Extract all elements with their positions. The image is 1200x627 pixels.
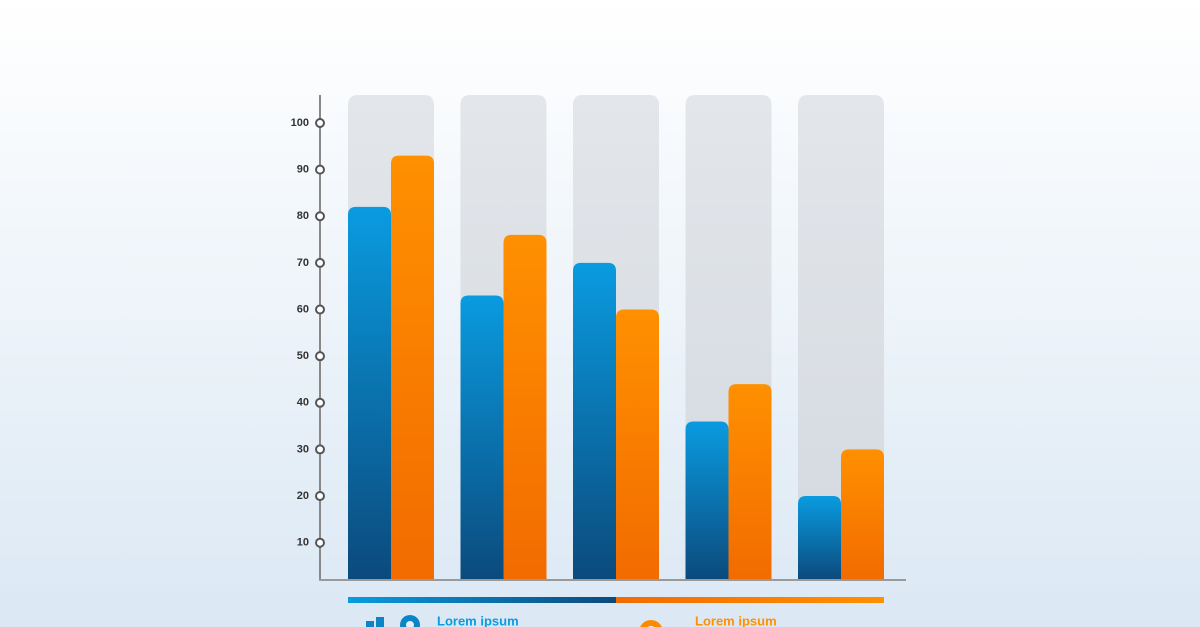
tick-mark	[315, 211, 325, 222]
y-tick-label: 80	[297, 210, 309, 222]
bar	[460, 295, 504, 580]
bar	[573, 262, 616, 580]
tick-mark	[315, 537, 325, 548]
y-tick-label: 50	[297, 350, 309, 362]
bar	[728, 384, 772, 580]
legend-label: Lorem ipsum	[437, 613, 519, 627]
tick-mark	[315, 491, 325, 502]
y-tick-label: 30	[297, 443, 309, 455]
legend-icon	[366, 615, 420, 627]
tick-mark	[315, 304, 325, 315]
y-tick-label: 40	[297, 397, 309, 409]
legend-bar	[348, 597, 884, 603]
tick-mark	[315, 444, 325, 455]
y-tick-label: 70	[297, 257, 309, 269]
legend-label: Lorem ipsum	[695, 613, 777, 627]
y-tick-label: 10	[297, 537, 309, 549]
y-tick-label: 90	[297, 164, 309, 176]
bar	[616, 309, 659, 580]
bar	[685, 421, 729, 580]
tick-mark	[315, 397, 325, 408]
tick-mark	[315, 164, 325, 175]
tick-mark	[315, 351, 325, 362]
bar	[841, 449, 884, 580]
y-tick-label: 20	[297, 490, 309, 502]
bar	[503, 234, 547, 580]
bar	[798, 496, 841, 580]
plot	[348, 95, 884, 580]
tick-mark	[315, 257, 325, 268]
y-tick-label: 60	[297, 303, 309, 315]
bar	[391, 155, 434, 580]
y-tick-label: 100	[291, 117, 309, 129]
tick-mark	[315, 117, 325, 128]
bar	[348, 206, 391, 580]
